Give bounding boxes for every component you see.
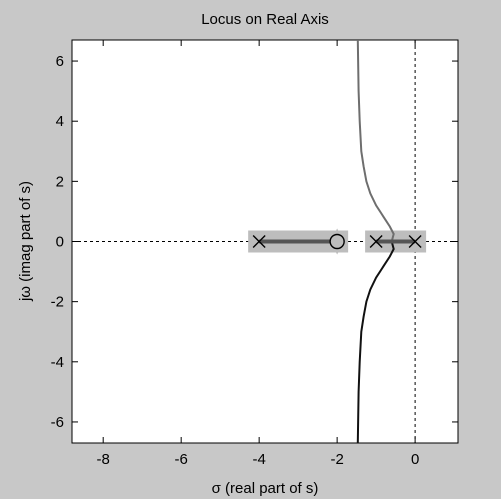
chart-title: Locus on Real Axis xyxy=(201,11,329,28)
y-tick-label: -6 xyxy=(51,414,64,431)
x-tick-label: -4 xyxy=(252,451,265,468)
y-tick-label: 0 xyxy=(56,234,64,251)
y-tick-label: -4 xyxy=(51,354,64,371)
pole-marker xyxy=(408,235,422,248)
y-tick-label: 6 xyxy=(56,53,64,70)
locus-layer xyxy=(72,39,458,444)
pole-marker xyxy=(252,235,266,248)
x-tick-label: -8 xyxy=(97,451,110,468)
y-tick-label: 4 xyxy=(56,113,64,130)
pole-marker-stroke xyxy=(252,235,266,248)
locus-branch-lower xyxy=(356,241,395,444)
x-tick-label: 0 xyxy=(411,451,419,468)
y-tick-label: 2 xyxy=(56,173,64,190)
x-tick-label: -6 xyxy=(174,451,187,468)
pole-marker-stroke xyxy=(369,235,383,248)
pole-marker xyxy=(369,235,383,248)
y-tick-label: -2 xyxy=(51,294,64,311)
pole-marker-stroke xyxy=(408,235,422,248)
zero-marker xyxy=(329,233,345,250)
locus-branch-upper xyxy=(356,39,395,242)
x-tick-label: -2 xyxy=(330,451,343,468)
y-axis-label: jω (imag part of s) xyxy=(17,181,34,302)
x-axis-label: σ (real part of s) xyxy=(212,480,319,497)
